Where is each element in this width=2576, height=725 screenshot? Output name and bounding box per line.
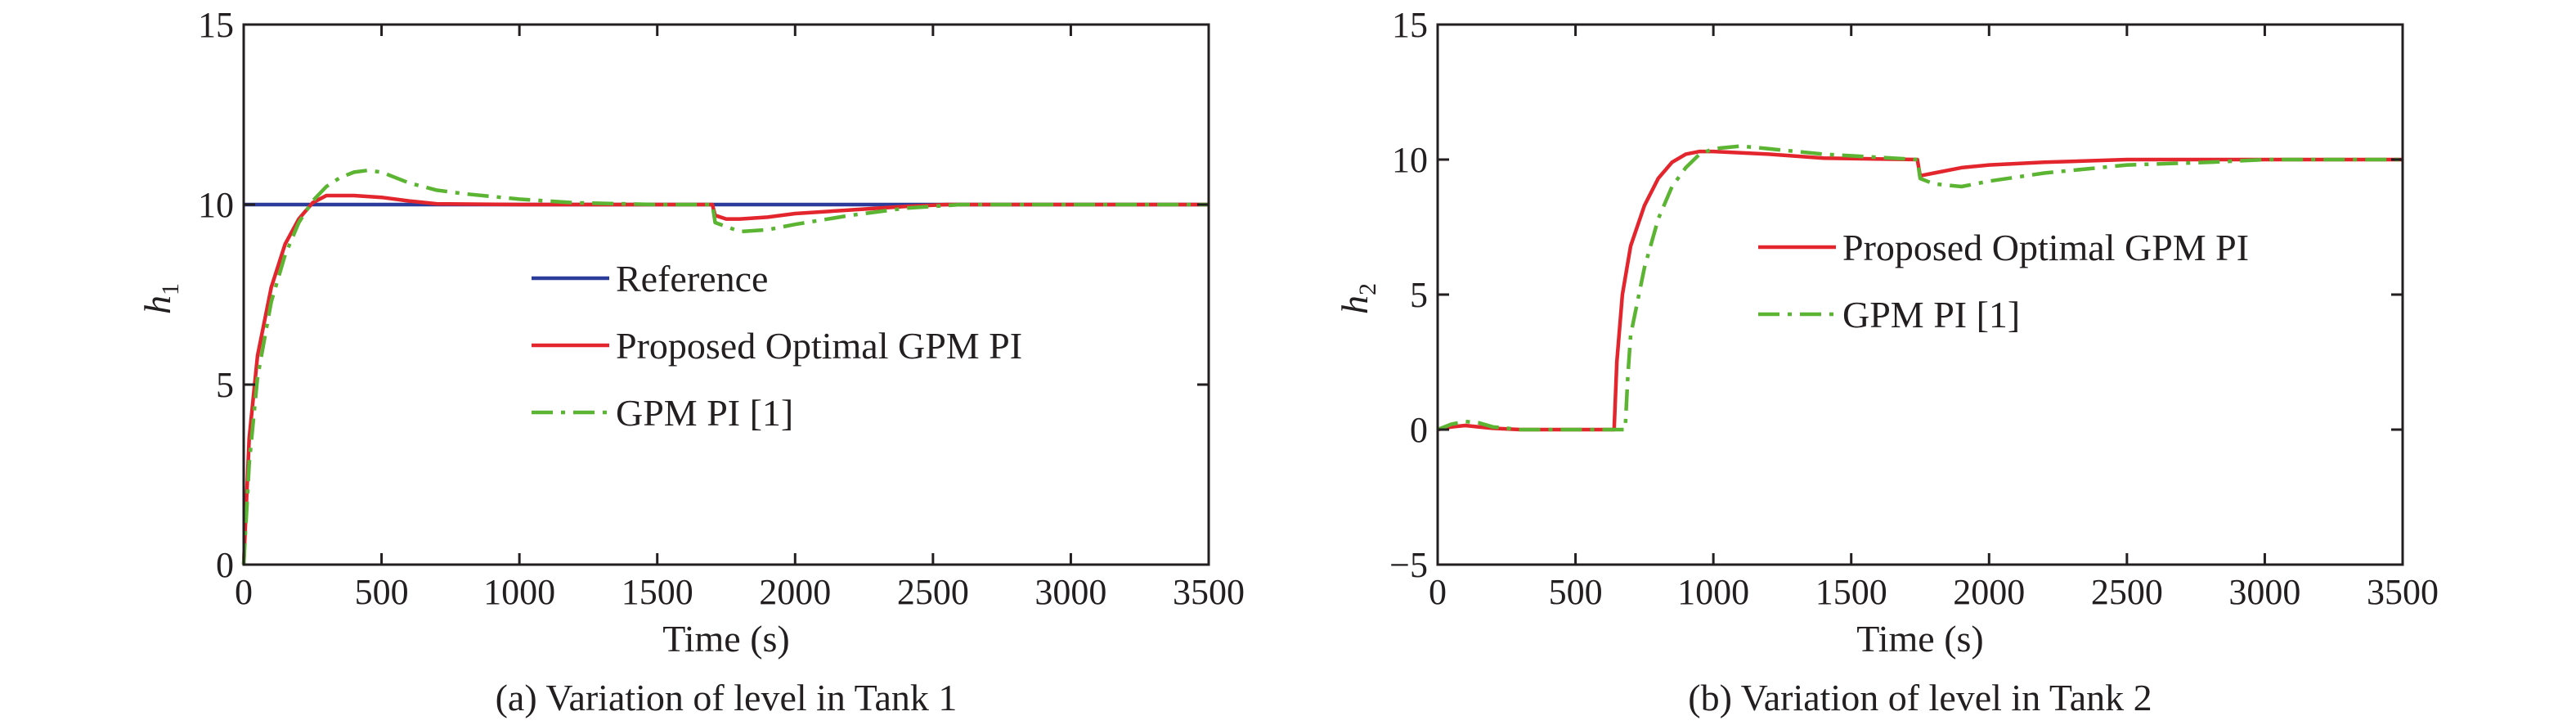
legend-label-a: Proposed Optimal GPM PI — [616, 325, 1022, 367]
y-tick-label-a: 15 — [198, 5, 234, 45]
panel-b: h2 Time (s) (b) Variation of level in Ta… — [1334, 5, 2439, 718]
ylabel-b-main: h — [1334, 295, 1376, 314]
ylabel-b-sub: 2 — [1354, 283, 1381, 295]
plot-frame-a — [242, 23, 1210, 566]
legend-label-b: GPM PI [1] — [1842, 294, 2020, 335]
x-tick-label-b: 2000 — [1953, 572, 2025, 612]
series-line-a-proposed-optimal-gpm-pi — [241, 193, 1209, 565]
x-tick-label-b: 1000 — [1677, 572, 1749, 612]
x-tick-label-a: 2000 — [759, 572, 831, 612]
x-tick-label-b: 0 — [1429, 572, 1447, 612]
x-tick-label-b: 500 — [1549, 572, 1603, 612]
legend-b: Proposed Optimal GPM PI GPM PI [1] — [1758, 227, 2249, 335]
y-tick-label-a: 5 — [216, 365, 234, 405]
ylabel-b: h2 — [1334, 283, 1381, 314]
x-tick-label-b: 2500 — [2091, 572, 2163, 612]
caption-a: (a) Variation of level in Tank 1 — [496, 677, 958, 718]
x-tick-label-a: 0 — [235, 572, 253, 612]
x-tick-label-a: 500 — [355, 572, 409, 612]
y-tick-label-b: 15 — [1392, 5, 1428, 45]
x-tick-label-a: 3500 — [1173, 572, 1245, 612]
ylabel-a-sub: 1 — [157, 283, 184, 295]
ylabel-a: h1 — [137, 283, 184, 314]
xlabel-a: Time (s) — [662, 618, 790, 660]
y-tick-label-b: −5 — [1389, 545, 1428, 585]
y-tick-label-b: 5 — [1410, 275, 1428, 315]
x-tick-label-a: 1500 — [622, 572, 693, 612]
x-tick-label-b: 3500 — [2367, 572, 2439, 612]
x-tick-label-a: 1000 — [483, 572, 555, 612]
ylabel-a-main: h — [137, 295, 178, 314]
y-tick-label-b: 0 — [1410, 410, 1428, 450]
series-line-a-gpm-pi-1 — [241, 168, 1209, 565]
legend-label-a: Reference — [616, 258, 768, 299]
legend-label-b: Proposed Optimal GPM PI — [1842, 227, 2249, 268]
xlabel-b: Time (s) — [1856, 618, 1984, 660]
panel-a: h1 Time (s) (a) Variation of level in Ta… — [137, 5, 1245, 718]
y-tick-label-a: 0 — [216, 545, 234, 585]
y-tick-label-b: 10 — [1392, 140, 1428, 180]
caption-b: (b) Variation of level in Tank 2 — [1688, 677, 2152, 718]
x-tick-label-a: 3000 — [1034, 572, 1106, 612]
series-line-b-proposed-optimal-gpm-pi — [1437, 149, 2403, 432]
x-tick-label-a: 2500 — [897, 572, 969, 612]
series-line-b-gpm-pi-1 — [1437, 144, 2403, 432]
legend-a: Reference Proposed Optimal GPM PI GPM PI [… — [532, 258, 1022, 434]
legend-label-a: GPM PI [1] — [616, 392, 793, 434]
ylabel-a-text: h1 — [137, 283, 184, 314]
x-tick-label-b: 1500 — [1815, 572, 1887, 612]
ylabel-b-text: h2 — [1334, 283, 1381, 314]
x-tick-label-b: 3000 — [2228, 572, 2300, 612]
y-tick-label-a: 10 — [198, 185, 234, 225]
